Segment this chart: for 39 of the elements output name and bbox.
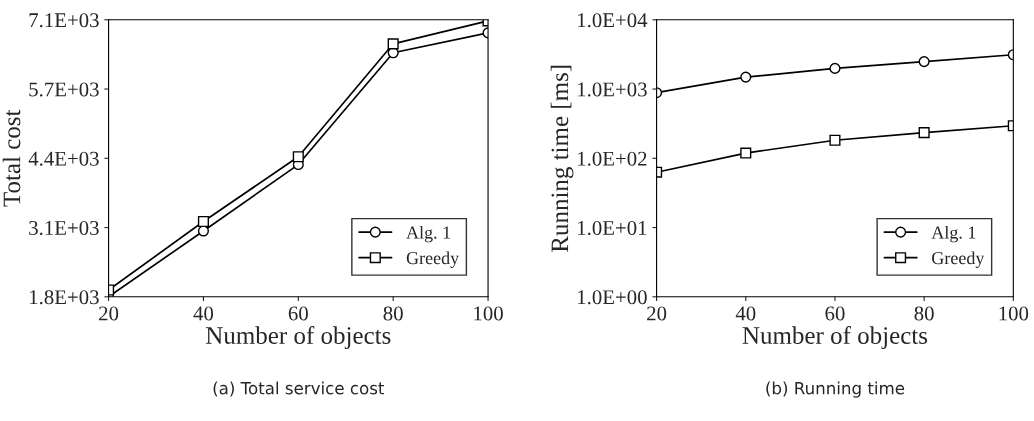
- x-tick-label: 80: [383, 306, 403, 321]
- point: [292, 151, 304, 163]
- point: [918, 56, 930, 68]
- y-tick-label: 1.0E+04: [578, 13, 648, 28]
- point: [829, 62, 841, 74]
- legend-label: Greedy: [406, 251, 460, 268]
- legend-label: Alg. 1: [406, 225, 451, 243]
- x-tick-label: 80: [914, 306, 934, 321]
- x-tick-label: 100: [474, 306, 503, 321]
- y-tick-label: 3.1E+03: [29, 220, 99, 236]
- point: [387, 38, 399, 50]
- text: (a) Total service cost: [213, 381, 385, 397]
- y-tick-label: 5.7E+03: [29, 82, 99, 97]
- x-tick-label: 20: [647, 306, 667, 321]
- x-axis-title: Number of objects: [742, 326, 928, 350]
- x-tick-label: 60: [825, 306, 845, 321]
- point: [740, 147, 752, 159]
- x-tick-label: 100: [999, 306, 1029, 321]
- text: (b) Running time: [766, 381, 905, 398]
- point: [197, 215, 209, 228]
- y-tick-label: 7.1E+03: [29, 13, 99, 28]
- y-axis-title: Total cost: [2, 109, 21, 207]
- y-tick-label: 1.0E+01: [578, 220, 647, 236]
- point: [740, 71, 752, 83]
- legend-label: Alg. 1: [931, 225, 976, 243]
- y-tick-label: 1.8E+03: [30, 290, 99, 305]
- y-tick-label: 1.0E+02: [578, 151, 647, 166]
- y-tick-label: 4.4E+03: [28, 151, 99, 166]
- x-axis-title: Number of objects: [206, 326, 391, 350]
- y-tick-label: 1.0E+03: [578, 82, 647, 97]
- x-tick-label: 40: [735, 306, 756, 321]
- y-tick-label: 1.0E+00: [578, 290, 647, 305]
- x-tick-label: 40: [193, 306, 214, 321]
- point: [829, 134, 841, 146]
- legend-label: Greedy: [932, 251, 985, 268]
- point: [918, 127, 930, 139]
- x-tick-label: 60: [288, 306, 308, 321]
- x-tick-label: 20: [99, 306, 119, 321]
- y-axis-title: Running time [ms]: [550, 65, 574, 253]
